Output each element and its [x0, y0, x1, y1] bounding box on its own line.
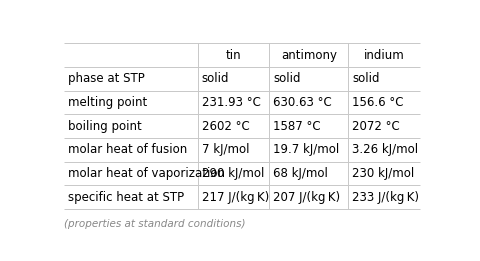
Text: 233 J/(kg K): 233 J/(kg K): [351, 191, 418, 204]
Text: 630.63 °C: 630.63 °C: [273, 96, 331, 109]
Text: indium: indium: [363, 49, 404, 62]
Text: solid: solid: [351, 72, 379, 85]
Text: 2602 °C: 2602 °C: [201, 120, 249, 133]
Text: molar heat of fusion: molar heat of fusion: [67, 144, 186, 156]
Text: 7 kJ/mol: 7 kJ/mol: [201, 144, 249, 156]
Text: 2072 °C: 2072 °C: [351, 120, 399, 133]
Text: specific heat at STP: specific heat at STP: [67, 191, 183, 204]
Text: 68 kJ/mol: 68 kJ/mol: [273, 167, 327, 180]
Text: (properties at standard conditions): (properties at standard conditions): [64, 219, 245, 229]
Text: solid: solid: [273, 72, 300, 85]
Text: tin: tin: [226, 49, 241, 62]
Text: phase at STP: phase at STP: [67, 72, 144, 85]
Text: 19.7 kJ/mol: 19.7 kJ/mol: [273, 144, 339, 156]
Text: 217 J/(kg K): 217 J/(kg K): [201, 191, 268, 204]
Text: molar heat of vaporization: molar heat of vaporization: [67, 167, 224, 180]
Text: 207 J/(kg K): 207 J/(kg K): [273, 191, 340, 204]
Text: 290 kJ/mol: 290 kJ/mol: [201, 167, 264, 180]
Text: melting point: melting point: [67, 96, 146, 109]
Text: 1587 °C: 1587 °C: [273, 120, 320, 133]
Text: antimony: antimony: [280, 49, 336, 62]
Text: 230 kJ/mol: 230 kJ/mol: [351, 167, 414, 180]
Text: 231.93 °C: 231.93 °C: [201, 96, 260, 109]
Text: boiling point: boiling point: [67, 120, 141, 133]
Text: 156.6 °C: 156.6 °C: [351, 96, 403, 109]
Text: 3.26 kJ/mol: 3.26 kJ/mol: [351, 144, 418, 156]
Text: solid: solid: [201, 72, 228, 85]
